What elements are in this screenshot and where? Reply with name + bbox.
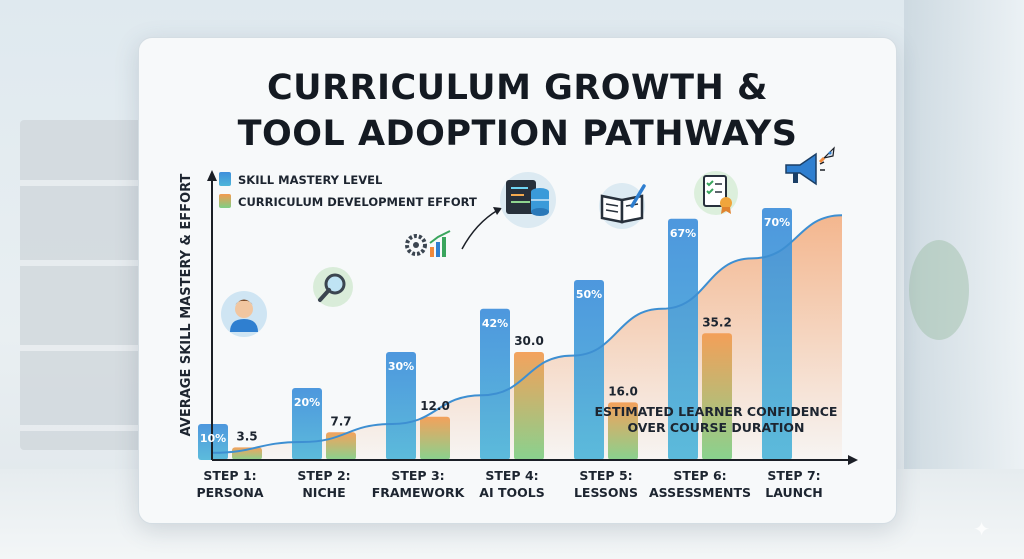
bar-effort-5 <box>608 402 638 460</box>
x-axis-arrow <box>848 455 858 465</box>
x-tick-label-7-line-1: STEP 7: <box>767 468 820 483</box>
legend-label-1: SKILL MASTERY LEVEL <box>238 173 383 187</box>
background-shelf <box>20 120 145 450</box>
legend-swatch-1 <box>219 172 231 186</box>
legend-swatch-2 <box>219 194 231 208</box>
x-tick-label-1-line-1: STEP 1: <box>203 468 256 483</box>
magnifier-icon <box>313 267 353 307</box>
bar-effort-3 <box>420 416 450 460</box>
bar-mastery-6 <box>668 218 698 460</box>
y-axis-arrow <box>207 170 217 181</box>
x-tick-label-4-line-1: STEP 4: <box>485 468 538 483</box>
label-mastery-3: 30% <box>388 360 414 373</box>
megaphone-rocket-icon <box>785 146 835 186</box>
x-tick-label-4-line-2: AI TOOLS <box>479 485 544 500</box>
legend: SKILL MASTERY LEVEL CURRICULUM DEVELOPMEN… <box>219 172 477 209</box>
person-icon <box>221 291 267 337</box>
confidence-curve <box>211 214 843 454</box>
y-axis-label: AVERAGE SKILL MASTERY & EFFORT <box>179 173 194 436</box>
bar-mastery-3 <box>386 352 416 460</box>
gear-chart-icon <box>405 207 502 257</box>
chart-title-line-2: TOOL ADOPTION PATHWAYS <box>237 114 798 154</box>
bar-mastery-4 <box>480 308 510 460</box>
label-mastery-1: 10% <box>200 432 226 445</box>
label-effort-2: 7.7 <box>330 414 351 428</box>
x-tick-label-6-line-1: STEP 6: <box>673 468 726 483</box>
bar-labels: 10% 3.5 20% 7.7 30% 12.0 42% 30.0 50% 16.0 67% 35.2… <box>200 216 790 445</box>
step-icons <box>221 146 835 337</box>
code-database-icon <box>500 172 556 228</box>
background-window <box>904 0 1024 470</box>
bar-effort-6 <box>702 333 732 460</box>
x-tick-label-2-line-2: NICHE <box>302 485 345 500</box>
x-tick-labels: STEP 1: PERSONA STEP 2: NICHE STEP 3: FRAMEWO… <box>196 468 822 500</box>
bar-effort-2 <box>326 432 356 460</box>
label-effort-1: 3.5 <box>236 429 257 443</box>
label-effort-3: 12.0 <box>420 399 450 413</box>
annotation-line-1: ESTIMATED LEARNER CONFIDENCE <box>595 404 838 419</box>
label-mastery-7: 70% <box>764 216 790 229</box>
book-icon <box>599 183 646 229</box>
background-plant <box>909 240 969 340</box>
x-tick-label-2-line-1: STEP 2: <box>297 468 350 483</box>
label-mastery-4: 42% <box>482 317 508 330</box>
legend-label-2: CURRICULUM DEVELOPMENT EFFORT <box>238 195 477 209</box>
x-tick-label-7-line-2: LAUNCH <box>765 485 823 500</box>
annotation-line-2: OVER COURSE DURATION <box>627 420 804 435</box>
chart-title: CURRICULUM GROWTH & TOOL ADOPTION PATHWA… <box>139 65 896 157</box>
checklist-icon <box>694 171 738 215</box>
label-mastery-5: 50% <box>576 288 602 301</box>
confidence-line <box>211 214 843 454</box>
bar-effort-4 <box>514 352 544 460</box>
x-tick-label-3-line-1: STEP 3: <box>391 468 444 483</box>
x-tick-label-5-line-1: STEP 5: <box>579 468 632 483</box>
axes <box>207 170 858 465</box>
bar-mastery-5 <box>574 280 604 460</box>
chart-title-line-1: CURRICULUM GROWTH & <box>266 68 769 108</box>
bar-mastery-7 <box>762 208 792 460</box>
label-effort-4: 30.0 <box>514 334 544 348</box>
x-tick-label-1-line-2: PERSONA <box>196 485 263 500</box>
label-effort-6: 35.2 <box>702 315 732 329</box>
x-tick-label-5-line-2: LESSONS <box>574 485 638 500</box>
label-effort-5: 16.0 <box>608 384 638 398</box>
confidence-annotation: ESTIMATED LEARNER CONFIDENCE OVER COURSE… <box>595 404 838 435</box>
x-tick-label-3-line-2: FRAMEWORK <box>372 485 466 500</box>
label-mastery-2: 20% <box>294 396 320 409</box>
label-mastery-6: 67% <box>670 227 696 240</box>
sparkle-icon: ✦ <box>973 517 990 541</box>
x-tick-label-6-line-2: ASSESSMENTS <box>649 485 751 500</box>
